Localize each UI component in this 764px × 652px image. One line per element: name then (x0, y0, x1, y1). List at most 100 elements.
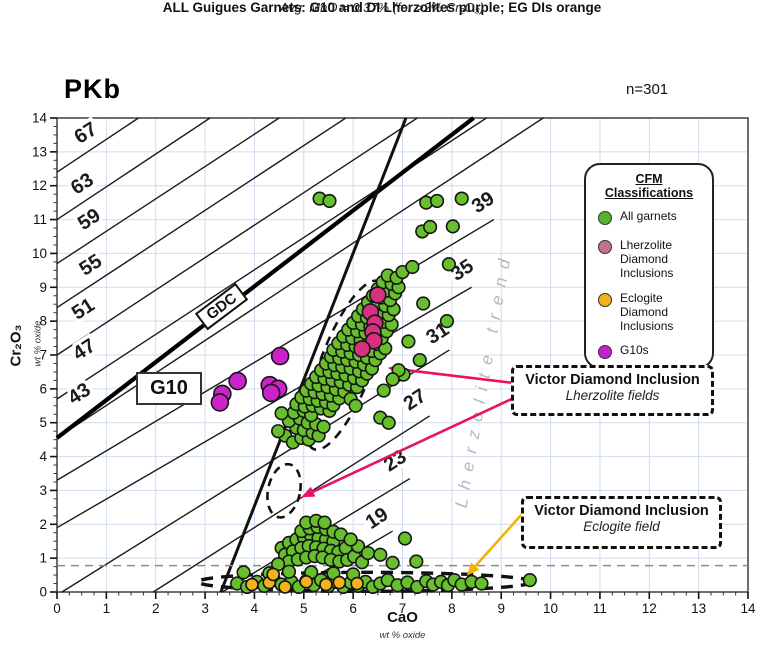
scatter-point (245, 577, 259, 592)
y-tick-label: 3 (39, 483, 47, 498)
scatter-point (299, 575, 314, 589)
victor-lherzolite-annotation: Victor Diamond Inclusion Lherzolite fiel… (511, 365, 714, 416)
isobar-line (56, 117, 347, 309)
annotation-arrow (312, 397, 513, 493)
isobar-label: 63 (67, 169, 98, 200)
scatter-point (350, 576, 364, 591)
y-tick-label: 7 (39, 348, 47, 363)
g10-field-label: G10 (136, 372, 202, 405)
y-tick-label: 5 (39, 415, 47, 430)
scatter-point (441, 257, 456, 272)
x-axis-title: CaO (387, 609, 418, 626)
scatter-point (271, 424, 286, 439)
scatter-point (381, 415, 396, 430)
scatter-point (439, 314, 455, 329)
scatter-point (281, 564, 297, 579)
legend-item-label: Lherzolite Diamond Inclusions (620, 238, 674, 280)
scatter-point (401, 334, 416, 349)
legend-item-label: Eclogite Diamond Inclusions (620, 291, 674, 333)
chart-title: ALL Guigues Garnets: G10 and DI Lherzoli… (162, 0, 602, 15)
scatter-point (332, 575, 347, 590)
x-tick-label: 1 (103, 601, 111, 616)
annotation-arrow (400, 368, 512, 385)
isobar-label: 43 (64, 379, 95, 410)
scatter-point (474, 576, 489, 591)
scatter-point (409, 554, 424, 569)
scatter-point (522, 573, 537, 588)
legend-item-all-garnets: All garnets (592, 209, 706, 225)
scatter-point (429, 193, 445, 209)
scatter-point (373, 547, 388, 562)
x-tick-label: 5 (300, 601, 308, 616)
scatter-point (343, 532, 358, 547)
x-tick-label: 11 (593, 601, 607, 616)
scatter-point (360, 545, 376, 561)
isobar-line (56, 117, 139, 173)
legend-item-g10s: G10s (592, 342, 706, 359)
scatter-point (376, 383, 391, 398)
eclogite-di-swatch-icon (598, 293, 612, 308)
annotation-arrowhead (466, 562, 480, 576)
cluster-outline-ellipse (266, 462, 302, 519)
scatter-point (322, 193, 337, 209)
legend-title: CFM Classifications (604, 172, 694, 200)
x-axis-unit: wt % oxide (379, 630, 426, 641)
annotation-arrow (474, 513, 523, 567)
scatter-point (210, 393, 230, 412)
lherzolite-di-swatch-icon (598, 240, 612, 254)
legend-item-label: G10s (620, 342, 649, 357)
scatter-point (416, 296, 431, 311)
isobar-line (56, 286, 472, 529)
x-tick-label: 9 (497, 601, 505, 616)
scatter-point (397, 531, 413, 546)
scatter-point (385, 555, 400, 570)
scatter-point (423, 219, 438, 235)
isobar-line (56, 117, 418, 356)
x-tick-label: 13 (691, 601, 706, 616)
annotation-title: Victor Diamond Inclusion (534, 503, 709, 519)
scatter-point (228, 371, 247, 391)
y-tick-label: 4 (39, 449, 47, 464)
y-tick-label: 14 (32, 111, 48, 126)
legend-box: CFM Classifications All garnets Lherzoli… (584, 163, 714, 369)
isobar-label: 39 (468, 187, 499, 218)
pkb-label: PKb (64, 74, 121, 104)
y-axis-title: Cr₂O₃ (7, 324, 25, 367)
legend-item-lherzolite-di: Lherzolite Diamond Inclusions (592, 238, 706, 280)
isobar-label: 19 (362, 503, 393, 534)
isobar-label: 47 (69, 335, 100, 366)
x-tick-label: 7 (399, 601, 407, 616)
gdc-line (55, 116, 475, 440)
legend-item-eclogite-di: Eclogite Diamond Inclusions (592, 291, 706, 333)
scatter-point (412, 352, 427, 368)
x-tick-label: 10 (543, 601, 558, 616)
annotation-title: Victor Diamond Inclusion (525, 372, 700, 388)
x-tick-label: 4 (251, 601, 259, 616)
scatter-point (445, 219, 460, 234)
victor-eclogite-annotation: Victor Diamond Inclusion Eclogite field (521, 496, 722, 549)
x-tick-label: 6 (349, 601, 357, 616)
scatter-point (274, 406, 289, 421)
y-axis-unit: wt % oxide (32, 320, 44, 367)
y-tick-label: 9 (39, 280, 47, 295)
scatter-point (278, 580, 292, 594)
scatter-point (353, 340, 371, 358)
y-tick-label: 6 (39, 381, 47, 396)
y-tick-label: 1 (39, 551, 47, 566)
scatter-point (261, 383, 281, 403)
scatter-point (319, 577, 333, 592)
chart-subtitle: Avg. MnO = 0.37% (for >2% Cr₂O₃) (279, 0, 485, 15)
y-tick-label: 8 (39, 314, 47, 329)
isobar-label: 67 (70, 118, 101, 149)
lherzolite-boundary-line (219, 117, 408, 593)
scatter-point (348, 398, 363, 413)
y-tick-label: 12 (32, 178, 47, 193)
x-tick-label: 0 (53, 601, 61, 616)
legend-item-label: All garnets (620, 209, 677, 223)
x-tick-label: 8 (448, 601, 456, 616)
isobar-label: 55 (75, 250, 106, 281)
sample-count: n=301 (626, 81, 669, 98)
garnet-swatch-icon (598, 211, 612, 225)
y-tick-label: 13 (32, 144, 47, 159)
y-tick-label: 10 (32, 246, 47, 261)
